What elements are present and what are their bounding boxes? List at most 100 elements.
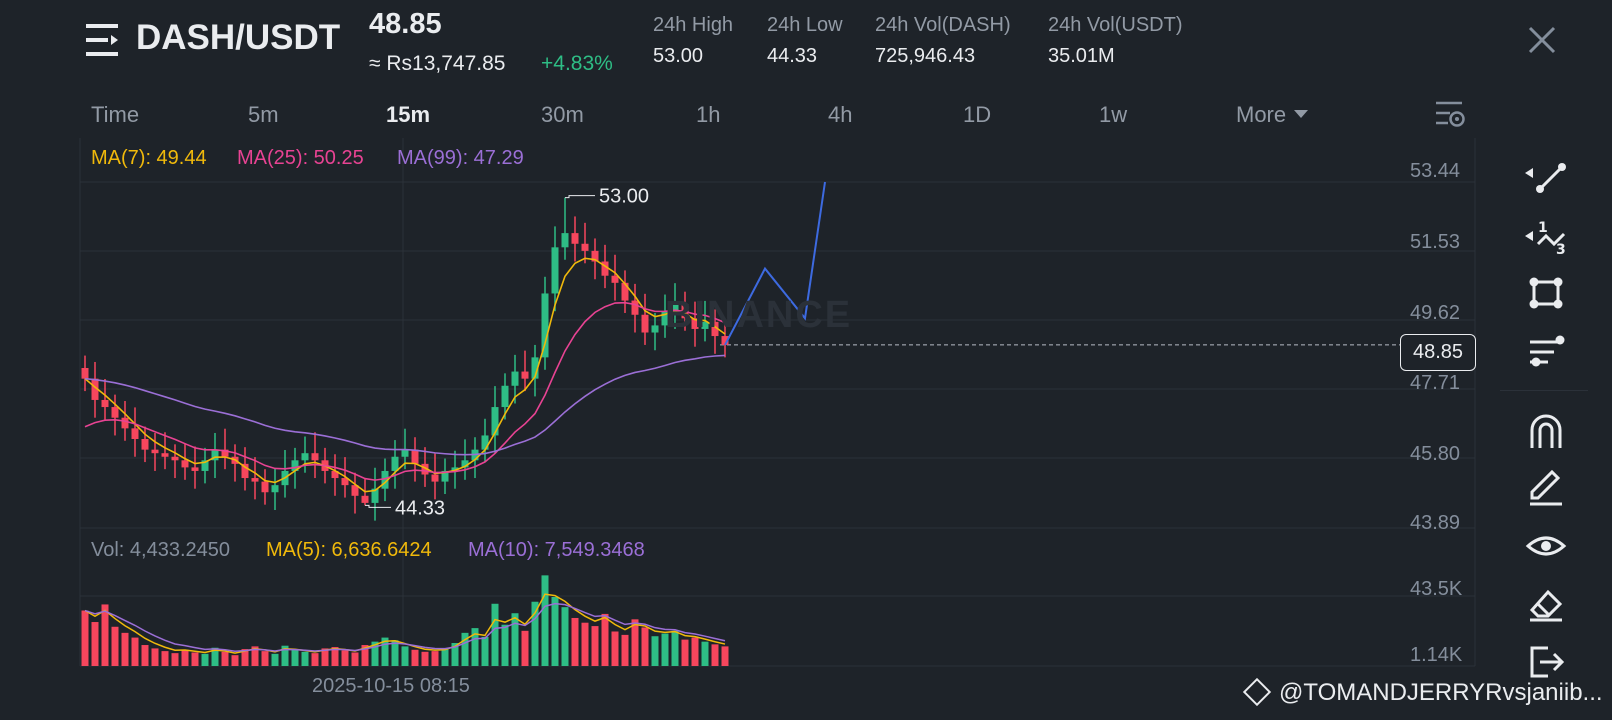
ma99-line: [84, 354, 726, 456]
candle: [151, 449, 159, 454]
volume-bar: [231, 655, 239, 666]
candle: [121, 417, 129, 429]
eraser-icon: [1529, 589, 1563, 622]
volume-bar: [211, 647, 219, 666]
candle: [641, 314, 649, 333]
tab-4h[interactable]: 4h: [828, 102, 853, 127]
candle: [551, 247, 559, 294]
price-axis-tick: 53.44: [1410, 160, 1461, 182]
volume-bar: [421, 651, 429, 666]
candle: [481, 435, 489, 450]
candle: [111, 407, 119, 418]
candle: [171, 456, 179, 461]
drawn-trend-line: [724, 181, 826, 346]
visibility-tool[interactable]: [1524, 524, 1568, 568]
trend-line-tool[interactable]: [1524, 155, 1568, 199]
candle: [291, 460, 299, 471]
volume-bar: [551, 597, 559, 666]
volume-bar: [391, 640, 399, 666]
high-marker-line: [565, 195, 595, 199]
volume-bar: [291, 649, 299, 666]
parallel-lines-icon: [1530, 335, 1565, 367]
tab-5m[interactable]: 5m: [248, 102, 279, 127]
candle: [371, 488, 379, 503]
stat-24h-vol-base-value: 725,946.43: [875, 45, 976, 67]
toolbar-divider: [1500, 390, 1588, 391]
candle: [91, 378, 99, 400]
chart-settings-icon[interactable]: [1434, 100, 1466, 130]
volume-bar: [311, 653, 319, 666]
volume-bar: [611, 631, 619, 666]
volume-bar: [561, 607, 569, 666]
candle: [611, 275, 619, 283]
low-marker-label: 44.33: [395, 497, 445, 519]
tab-more[interactable]: More: [1236, 102, 1309, 128]
volume-bar: [171, 653, 179, 666]
shape-tool[interactable]: [1524, 272, 1568, 316]
volume-bar: [491, 603, 499, 666]
volume-bar: [441, 649, 449, 666]
candle: [81, 368, 89, 379]
candle: [191, 467, 199, 471]
volume-bar: [581, 622, 589, 666]
candle: [361, 495, 369, 503]
ma-lines: [84, 257, 726, 493]
volume-bar: [671, 630, 679, 666]
volume-bar: [201, 653, 209, 666]
pencil-tool[interactable]: [1524, 466, 1568, 510]
stat-24h-vol-base-label: 24h Vol(DASH): [875, 14, 1011, 36]
candle: [181, 460, 189, 468]
current-price-tag: 48.85: [1400, 334, 1476, 371]
candle: [601, 261, 609, 276]
volume-bar: [481, 636, 489, 666]
pair-title[interactable]: DASH/USDT: [136, 18, 341, 57]
close-icon[interactable]: [1526, 24, 1558, 56]
tab-time[interactable]: Time: [91, 102, 140, 127]
price-axis-tick: 45.80: [1410, 443, 1461, 465]
tab-1h[interactable]: 1h: [696, 102, 721, 127]
volume-bar: [641, 627, 649, 666]
candle: [301, 453, 309, 461]
candle: [131, 428, 139, 440]
eraser-tool[interactable]: [1524, 582, 1568, 626]
tab-1d[interactable]: 1D: [963, 102, 992, 127]
tab-15m[interactable]: 15m: [386, 102, 431, 127]
candle: [521, 371, 529, 379]
price-chart[interactable]: 53.00 44.33: [0, 138, 1500, 678]
stat-24h-low-value: 44.33: [767, 45, 818, 67]
volume-bar: [431, 651, 439, 666]
fib-tool[interactable]: 1 3: [1524, 214, 1568, 258]
menu-icon[interactable]: [86, 22, 120, 58]
magnet-tool[interactable]: [1524, 408, 1568, 452]
tab-1w[interactable]: 1w: [1099, 102, 1128, 127]
volume-bar: [301, 651, 309, 666]
drawn-line: [724, 181, 826, 346]
tab-30m[interactable]: 30m: [541, 102, 584, 127]
ma99-label: MA(99): 47.29: [397, 147, 524, 169]
candle: [531, 357, 539, 379]
volume-bar: [331, 647, 339, 666]
parallel-lines-tool[interactable]: [1524, 330, 1568, 374]
volume-bar: [91, 622, 99, 666]
candle: [591, 250, 599, 262]
volume-ma10-line: [84, 602, 726, 653]
ma25-label: MA(25): 50.25: [237, 147, 364, 169]
candle: [201, 460, 209, 471]
candle: [331, 470, 339, 479]
candle: [581, 243, 589, 251]
exit-tool[interactable]: [1524, 640, 1568, 684]
candle: [381, 470, 389, 489]
candle: [141, 439, 149, 450]
chart-grid: [79, 138, 1476, 667]
price-axis-tick: 43.89: [1410, 512, 1461, 534]
volume-bar: [711, 644, 719, 666]
volume-bar: [691, 637, 699, 666]
volume-ma-lines: [84, 593, 726, 654]
volume-axis-tick: 43.5K: [1410, 578, 1463, 600]
volume-bar: [621, 634, 629, 666]
shape-icon: [1529, 277, 1563, 309]
candle: [401, 449, 409, 457]
candle: [311, 453, 319, 461]
stat-24h-high-label: 24h High: [653, 14, 734, 36]
candle: [451, 467, 459, 471]
